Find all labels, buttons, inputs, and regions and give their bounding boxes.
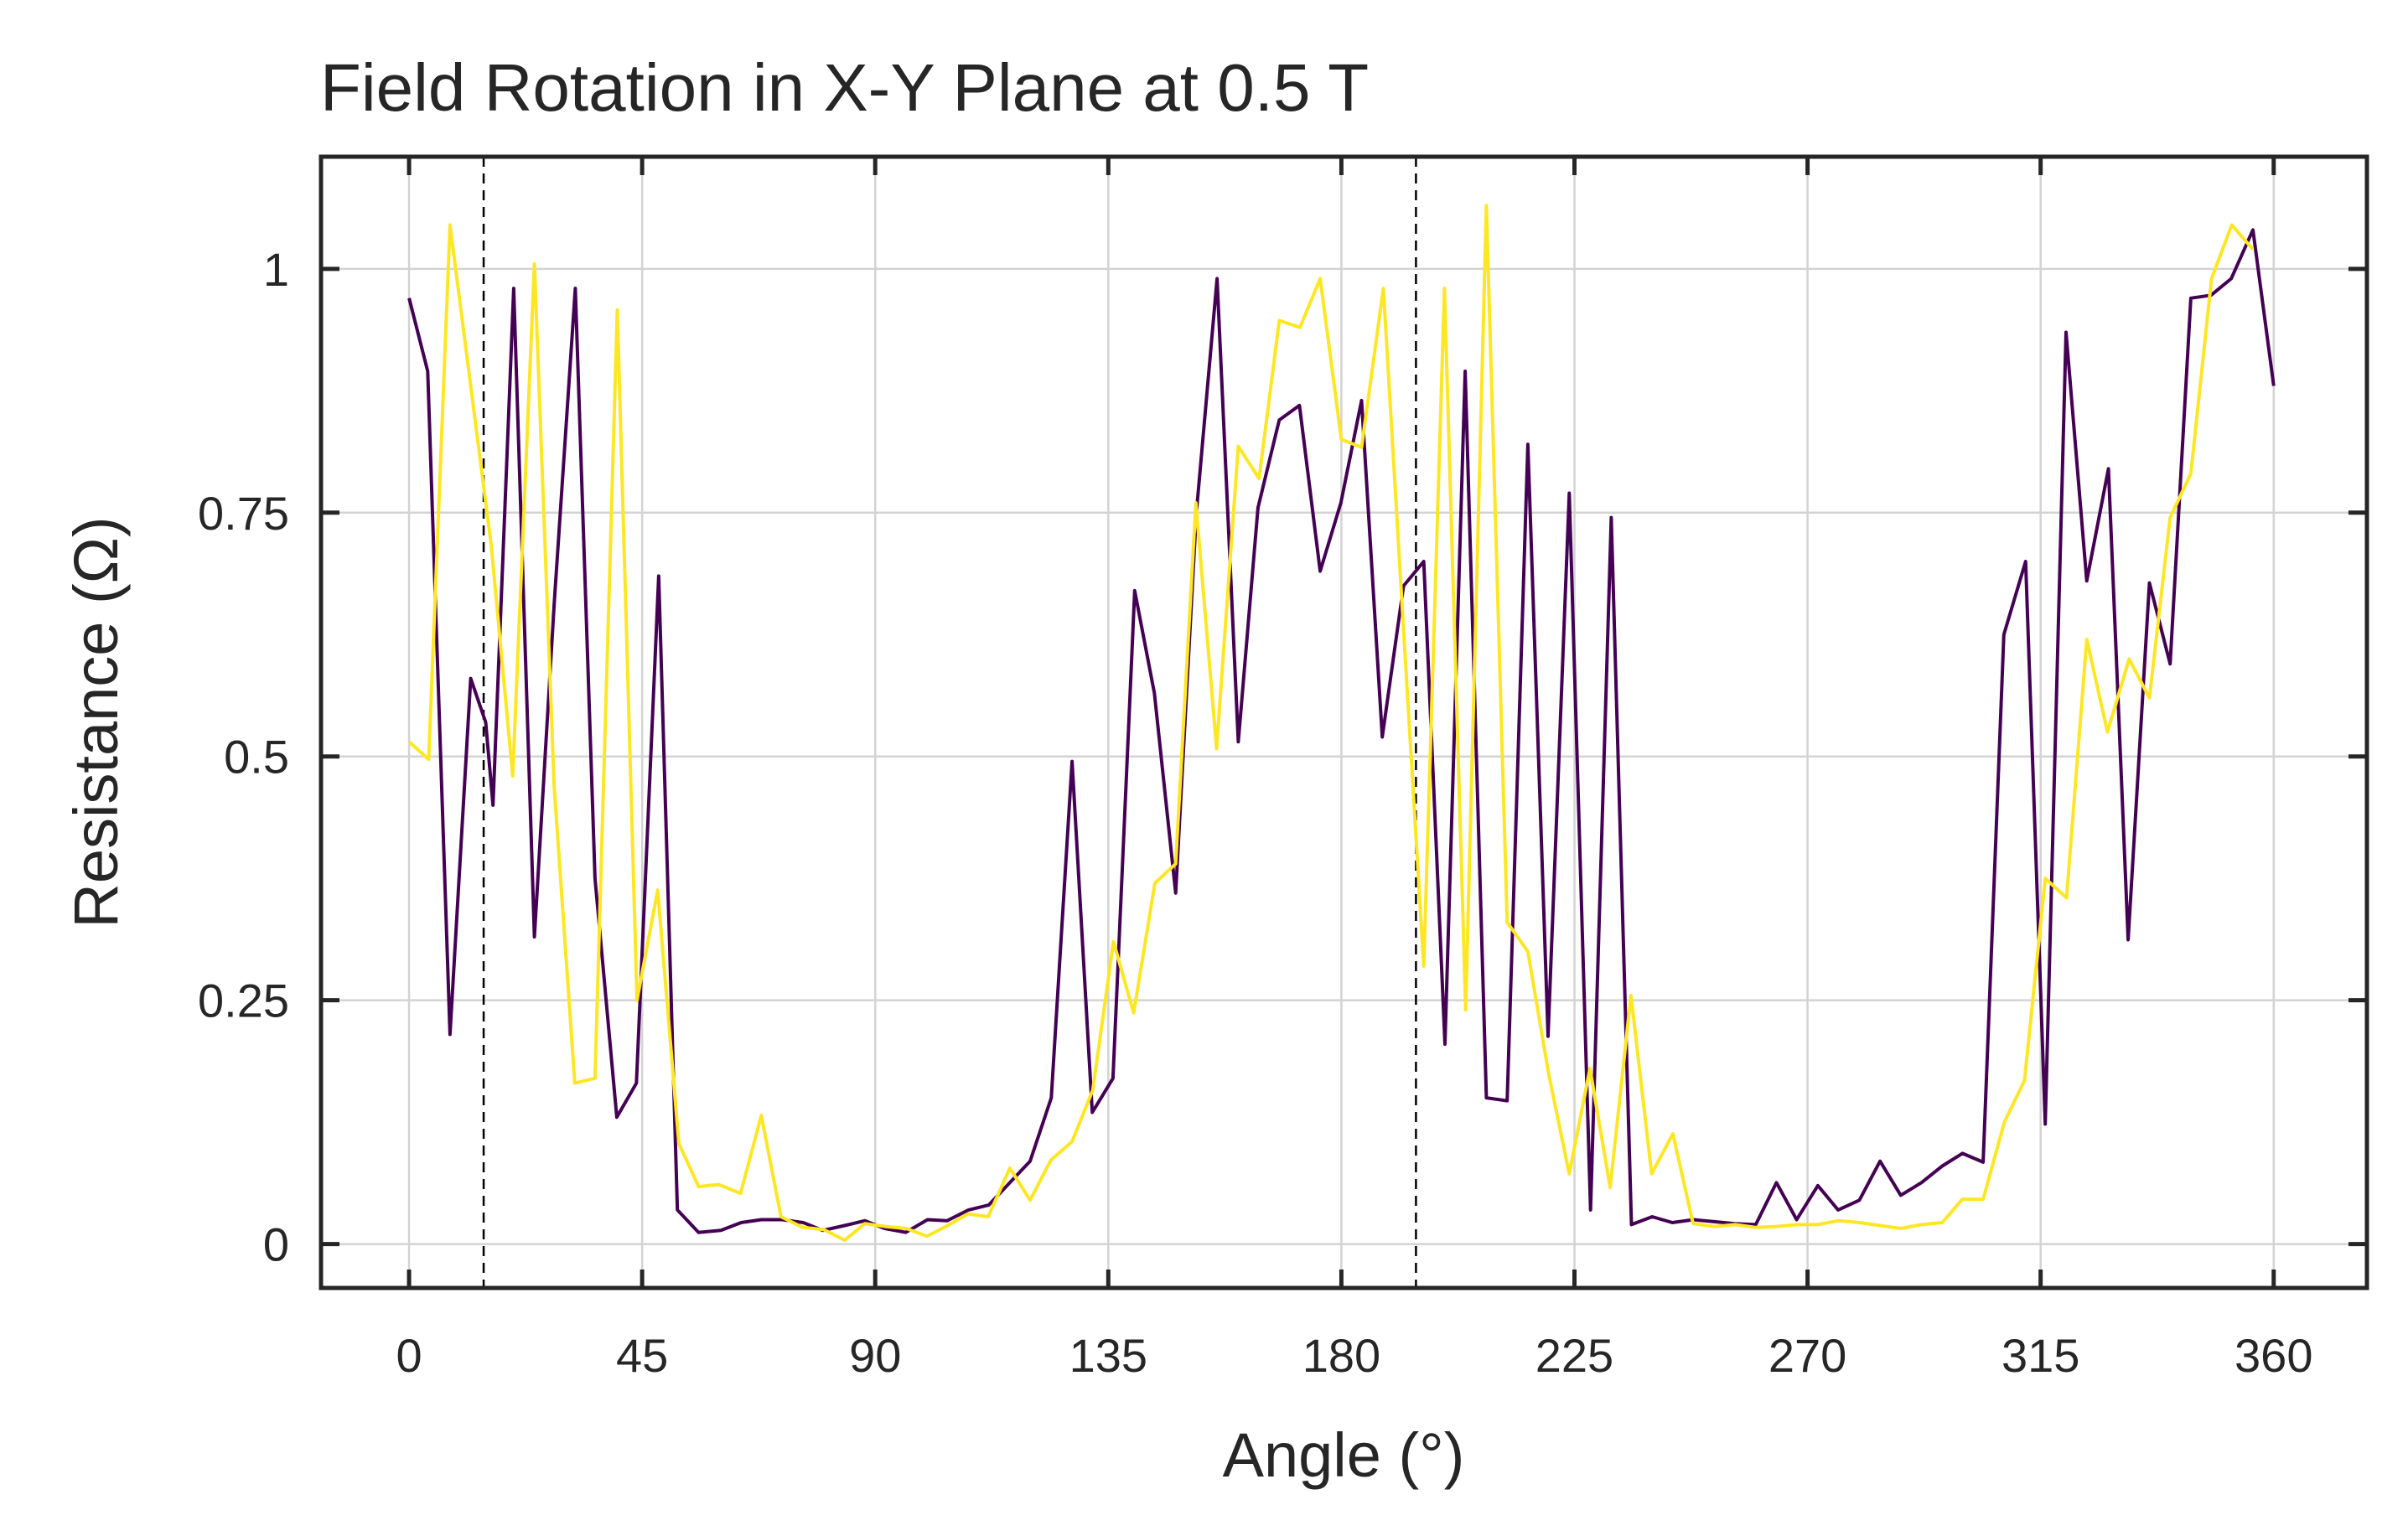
y-axis-label: Resistance (Ω) <box>61 516 131 928</box>
chart-title: Field Rotation in X-Y Plane at 0.5 T <box>320 50 1369 125</box>
x-tick-label: 90 <box>849 1329 901 1382</box>
data-series <box>407 204 2276 1242</box>
x-tick-label: 180 <box>1302 1329 1380 1382</box>
series-line-2 <box>407 204 2255 1242</box>
axis-ticks <box>321 157 2367 1288</box>
series-line-1 <box>407 228 2276 1234</box>
plot-frame <box>318 154 2369 1290</box>
y-tick-label: 0.25 <box>198 975 289 1027</box>
y-tick-labels: 0 0.25 0.5 0.75 1 <box>198 243 289 1271</box>
x-tick-label: 225 <box>1535 1329 1613 1382</box>
x-tick-label: 0 <box>396 1329 422 1382</box>
vertical-marker-lines <box>482 157 1417 1288</box>
x-tick-label: 360 <box>2235 1329 2312 1382</box>
y-tick-label: 0.75 <box>198 487 289 540</box>
y-tick-label: 0 <box>263 1218 289 1271</box>
x-tick-label: 45 <box>616 1329 668 1382</box>
y-tick-label: 0.5 <box>224 731 289 784</box>
y-tick-label: 1 <box>263 243 289 296</box>
x-tick-labels: 0 45 90 135 180 225 270 315 360 <box>396 1329 2312 1382</box>
x-tick-label: 135 <box>1069 1329 1147 1382</box>
x-tick-label: 315 <box>2001 1329 2079 1382</box>
x-axis-label: Angle (°) <box>1223 1420 1465 1490</box>
x-tick-label: 270 <box>1768 1329 1846 1382</box>
